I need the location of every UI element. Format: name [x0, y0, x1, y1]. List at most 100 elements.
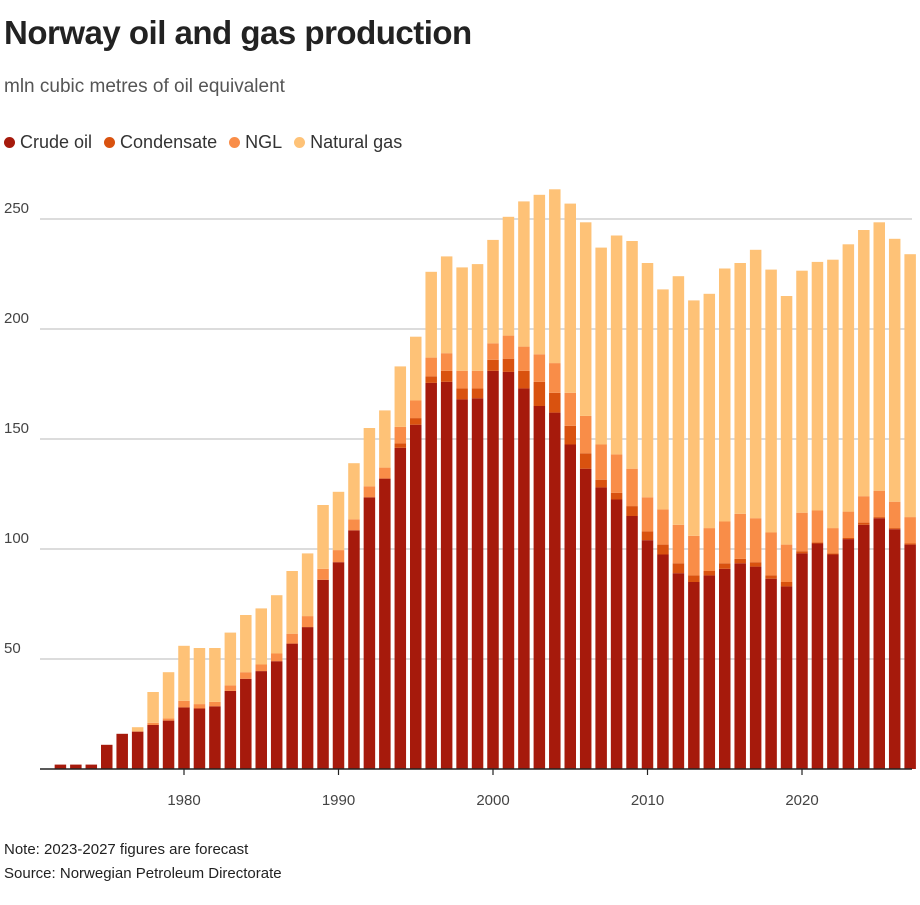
bar-crude-oil-1981	[193, 708, 206, 769]
bar-condensate-2016	[734, 558, 746, 564]
bar-ngl-2012	[672, 524, 685, 564]
bar-crude-oil-2015	[719, 568, 731, 769]
bar-crude-oil-1992	[363, 497, 376, 769]
bar-natural-gas-2007	[595, 247, 607, 445]
bar-ngl-2014	[703, 528, 716, 571]
bar-natural-gas-1978	[147, 692, 159, 723]
bar-crude-oil-2001	[502, 371, 515, 769]
bar-ngl-2021	[811, 510, 824, 543]
bar-natural-gas-1999	[471, 264, 484, 371]
bar-ngl-2008	[610, 454, 623, 493]
bar-crude-oil-2020	[796, 553, 808, 769]
x-tick-label: 1980	[167, 792, 200, 809]
bar-crude-oil-1977	[131, 731, 144, 769]
bar-natural-gas-2001	[502, 216, 515, 336]
bar-condensate-2000	[487, 359, 499, 371]
bar-ngl-1980	[178, 700, 190, 708]
bar-crude-oil-2019	[780, 586, 793, 769]
bar-condensate-2008	[610, 492, 623, 500]
y-tick-label: 150	[4, 420, 29, 437]
bar-condensate-2020	[796, 551, 808, 554]
x-tick-label: 2010	[631, 792, 664, 809]
chart-title: Norway oil and gas production	[4, 14, 472, 51]
bar-ngl-1990	[332, 550, 345, 563]
bar-ngl-1985	[255, 664, 267, 672]
bar-natural-gas-2018	[765, 269, 777, 533]
legend-item-natural-gas: Natural gas	[294, 132, 402, 153]
bar-ngl-2015	[719, 521, 731, 564]
legend-item-crude-oil: Crude oil	[4, 132, 92, 153]
bar-natural-gas-2012	[672, 276, 685, 525]
bar-crude-oil-1994	[394, 447, 407, 769]
bar-ngl-1992	[363, 486, 376, 498]
bar-ngl-1978	[147, 722, 159, 725]
bar-natural-gas-2027	[904, 254, 916, 518]
bar-crude-oil-2012	[672, 573, 685, 769]
bar-crude-oil-2022	[827, 554, 839, 769]
bar-crude-oil-2026	[888, 529, 901, 769]
bar-ngl-1979	[162, 718, 175, 721]
bar-crude-oil-1986	[270, 661, 283, 769]
bar-crude-oil-1980	[178, 707, 190, 769]
bar-condensate-2017	[749, 562, 762, 567]
bar-natural-gas-1992	[363, 428, 376, 487]
bar-condensate-1995	[410, 418, 422, 425]
bar-natural-gas-1991	[348, 463, 360, 520]
bar-ngl-2007	[595, 444, 607, 480]
bar-natural-gas-1982	[209, 648, 221, 702]
bar-natural-gas-1996	[425, 271, 437, 358]
bar-crude-oil-2005	[564, 444, 576, 769]
bar-natural-gas-1986	[270, 595, 283, 654]
bar-ngl-1983	[224, 685, 237, 691]
legend-label: NGL	[245, 132, 283, 152]
bar-crude-oil-1982	[209, 706, 221, 769]
bar-condensate-2025	[873, 517, 885, 519]
bar-natural-gas-2008	[610, 235, 623, 455]
bar-ngl-2027	[904, 517, 916, 544]
bar-crude-oil-1987	[286, 643, 298, 769]
bar-ngl-2020	[796, 512, 808, 552]
bar-ngl-1981	[193, 704, 206, 709]
bar-natural-gas-2020	[796, 270, 808, 513]
bar-condensate-2006	[579, 453, 592, 469]
bar-natural-gas-2003	[533, 194, 546, 355]
bar-ngl-2002	[518, 346, 530, 371]
legend-swatch	[229, 137, 241, 148]
bar-ngl-1987	[286, 633, 298, 644]
bar-condensate-2002	[518, 370, 530, 389]
bar-crude-oil-1984	[240, 678, 252, 769]
bar-crude-oil-2002	[518, 388, 530, 769]
bar-crude-oil-1991	[348, 530, 360, 769]
bar-ngl-2025	[873, 490, 885, 518]
bar-condensate-2011	[657, 544, 669, 555]
bar-crude-oil-2007	[595, 487, 607, 769]
y-tick-label: 100	[4, 530, 29, 547]
bar-ngl-2017	[749, 518, 762, 563]
bar-condensate-2018	[765, 575, 777, 579]
bar-natural-gas-1979	[162, 672, 175, 719]
bar-natural-gas-2015	[719, 268, 731, 522]
bar-condensate-2022	[827, 553, 839, 555]
bar-condensate-2019	[780, 582, 793, 587]
bar-ngl-1991	[348, 519, 360, 531]
legend-label: Condensate	[120, 132, 218, 152]
x-tick-label: 1990	[322, 792, 355, 809]
bar-condensate-1999	[471, 388, 484, 399]
bar-natural-gas-2019	[780, 296, 793, 545]
bar-ngl-2005	[564, 392, 576, 426]
bar-condensate-1994	[394, 443, 407, 448]
bar-ngl-2011	[657, 509, 669, 545]
bar-crude-oil-2016	[734, 563, 746, 769]
bar-ngl-2013	[688, 535, 700, 576]
bar-ngl-2016	[734, 513, 746, 559]
bar-natural-gas-2017	[749, 249, 762, 519]
bar-condensate-1998	[456, 388, 468, 400]
legend-label: Natural gas	[310, 132, 403, 152]
bar-natural-gas-2000	[487, 239, 499, 344]
bar-crude-oil-2000	[487, 370, 499, 769]
chart-subtitle: mln cubic metres of oil equivalent	[4, 76, 285, 97]
bar-condensate-2021	[811, 542, 824, 544]
bar-ngl-1988	[301, 616, 314, 628]
bar-crude-oil-1973	[70, 764, 82, 769]
